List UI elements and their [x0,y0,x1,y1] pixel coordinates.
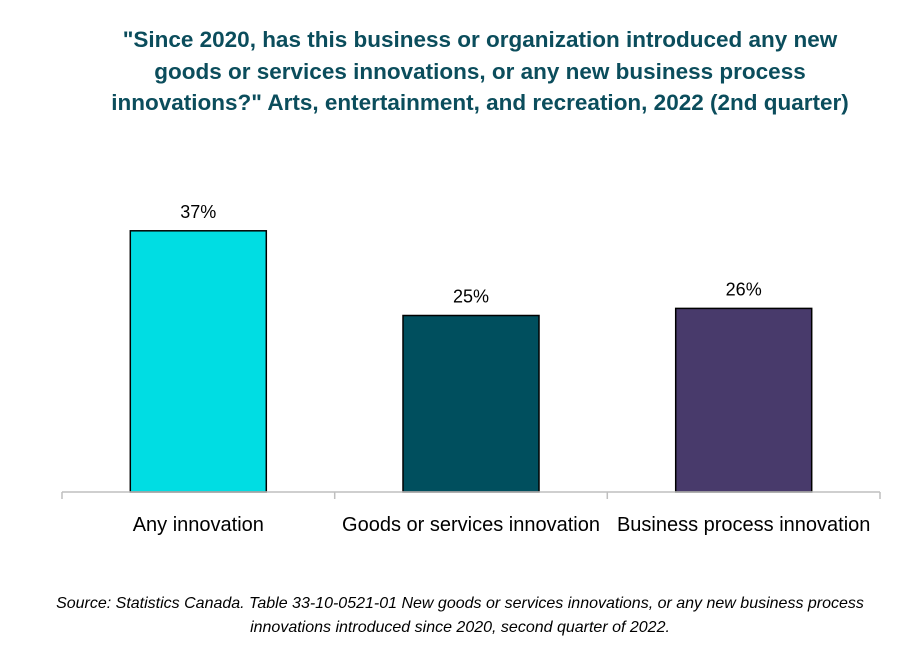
value-labels: 37% 25% 26% [180,202,761,307]
data-label-any-innovation: 37% [180,202,216,222]
bars-layer [129,230,813,493]
data-label-business-process-innovation: 26% [726,279,762,299]
bar-business-process-innovation [674,307,813,493]
bar-any-innovation [129,230,268,493]
x-tick-label-any-innovation: Any innovation [132,514,264,536]
bar-goods-or-services-innovation [402,314,540,493]
x-axis [61,491,881,499]
x-tick-label-goods-or-services-innovation: Goods or services innovation [342,514,600,536]
x-tick-label-business-process-innovation: Business process innovation [616,514,871,536]
chart-title: "Since 2020, has this business or organi… [111,27,849,115]
data-label-goods-or-services-innovation: 25% [453,287,489,307]
source-note: Source: Statistics Canada. Table 33-10-0… [56,595,864,636]
